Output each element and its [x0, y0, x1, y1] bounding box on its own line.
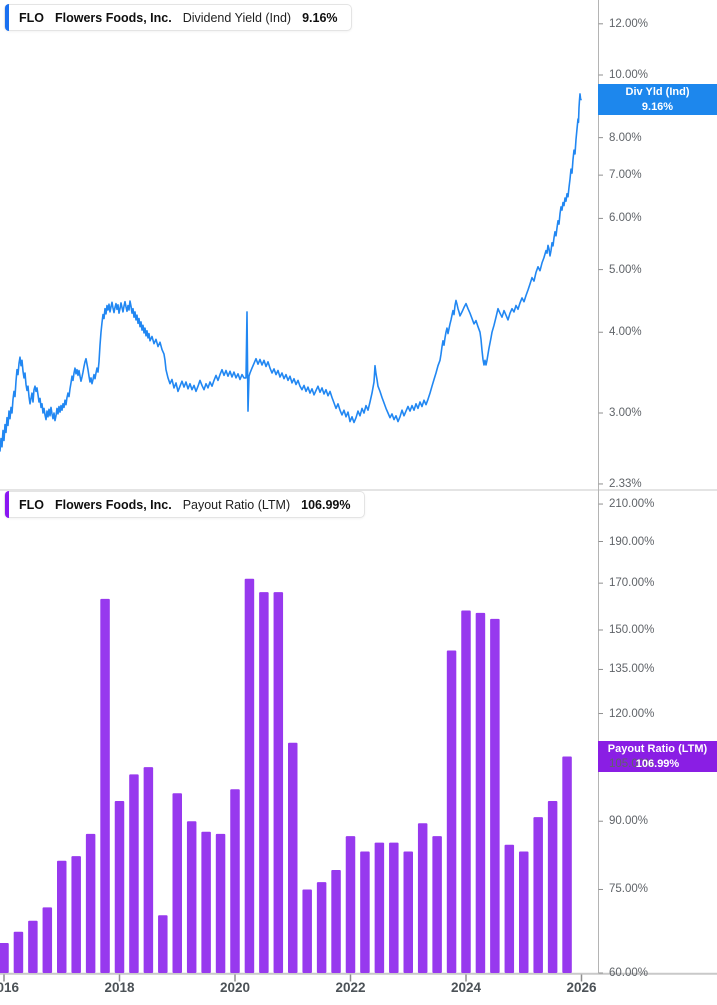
y-axis-tick-label-payout-ratio: 150.00%: [609, 624, 655, 636]
payout-ratio-bar[interactable]: [475, 612, 486, 973]
ticker-symbol: FLO: [19, 10, 44, 25]
company-name: Flowers Foods, Inc.: [55, 497, 172, 512]
payout-ratio-bar[interactable]: [374, 842, 385, 973]
payout-ratio-bar[interactable]: [215, 833, 226, 973]
payout-ratio-bar[interactable]: [519, 851, 529, 974]
dividend-yield-line[interactable]: [0, 93, 582, 452]
payout-ratio-bar[interactable]: [129, 774, 139, 973]
payout-ratio-bar[interactable]: [259, 592, 269, 973]
x-axis-year-label: 2024: [450, 980, 482, 995]
payout-ratio-bar[interactable]: [273, 592, 284, 973]
series-accent-bar-blue: [5, 4, 9, 31]
payout-ratio-bar[interactable]: [172, 793, 183, 973]
x-axis-year-label: 2022: [335, 980, 366, 995]
y-axis-tick-label-dividend-yield: 6.00%: [609, 212, 642, 225]
payout-ratio-bar[interactable]: [345, 836, 356, 973]
payout-ratio-bar[interactable]: [316, 882, 327, 973]
y-axis-tick-label-payout-ratio: 210.00%: [609, 498, 655, 511]
metric-label: Dividend Yield (Ind): [182, 10, 292, 25]
legend-payout-ratio[interactable]: FLO Flowers Foods, Inc. Payout Ratio (LT…: [4, 491, 365, 518]
payout-ratio-bar[interactable]: [13, 931, 24, 973]
y-axis-tick-label-payout-ratio: 60.00%: [609, 967, 649, 979]
payout-ratio-bar[interactable]: [143, 767, 154, 973]
company-name: Flowers Foods, Inc.: [55, 10, 172, 25]
payout-ratio-bar[interactable]: [42, 907, 53, 973]
y-axis-tick-label-payout-ratio: 105.00%: [609, 757, 655, 770]
payout-ratio-bar[interactable]: [244, 578, 255, 973]
payout-ratio-bar[interactable]: [461, 610, 471, 974]
payout-ratio-bar[interactable]: [302, 889, 312, 974]
payout-ratio-bar[interactable]: [201, 831, 211, 973]
badge-metric-label: Div Yld (Ind): [625, 86, 690, 99]
x-axis-year-label: 2020: [219, 980, 251, 995]
payout-ratio-bar[interactable]: [360, 851, 370, 974]
x-axis-year-label: 2016: [0, 980, 20, 995]
last-value-badge-payout-ratio: [598, 741, 717, 772]
last-value-badge-dividend-yield: [598, 84, 717, 116]
y-axis-tick-label-dividend-yield: 7.00%: [609, 169, 642, 182]
y-axis-tick-label-dividend-yield: 5.00%: [609, 263, 642, 276]
y-axis-tick-label-dividend-yield: 3.00%: [609, 407, 642, 419]
badge-metric-label: Payout Ratio (LTM): [607, 743, 708, 755]
y-axis-tick-label-payout-ratio: 75.00%: [609, 883, 649, 896]
badge-metric-value: 9.16%: [641, 101, 674, 114]
payout-ratio-bar[interactable]: [403, 851, 414, 974]
payout-ratio-bar[interactable]: [533, 817, 543, 973]
payout-ratio-bar[interactable]: [490, 618, 500, 973]
series-accent-bar-purple: [5, 491, 9, 518]
payout-ratio-bar[interactable]: [417, 823, 428, 973]
payout-ratio-bar[interactable]: [230, 789, 240, 973]
payout-ratio-bar[interactable]: [158, 915, 168, 973]
y-axis-tick-label-dividend-yield: 4.00%: [609, 326, 642, 339]
payout-ratio-bar[interactable]: [547, 801, 558, 973]
legend-dividend-yield[interactable]: FLO Flowers Foods, Inc. Dividend Yield (…: [4, 4, 352, 31]
payout-ratio-bar[interactable]: [504, 844, 515, 973]
y-axis-tick-label-dividend-yield: 10.00%: [609, 69, 649, 81]
payout-ratio-bar[interactable]: [446, 650, 457, 974]
y-axis-tick-label-dividend-yield: 12.00%: [609, 17, 649, 30]
payout-ratio-bar[interactable]: [0, 943, 9, 973]
payout-ratio-bar[interactable]: [100, 598, 110, 973]
y-axis-tick-label-payout-ratio: 90.00%: [609, 815, 649, 828]
y-axis-tick-label-payout-ratio: 190.00%: [609, 535, 655, 548]
payout-ratio-bar[interactable]: [562, 756, 572, 974]
metric-value: 9.16%: [302, 10, 338, 25]
y-axis-tick-label-dividend-yield: 8.00%: [609, 131, 642, 144]
x-axis-year-label: 2026: [566, 980, 597, 995]
payout-ratio-bar[interactable]: [57, 860, 67, 973]
last-value-badge-text: Payout Ratio (LTM) 106.99%: [598, 741, 717, 772]
y-axis-tick-label-payout-ratio: 170.00%: [609, 577, 655, 590]
ticker-symbol: FLO: [19, 497, 44, 512]
y-axis-tick-label-payout-ratio: 120.00%: [609, 707, 655, 720]
payout-ratio-bar[interactable]: [71, 856, 81, 973]
payout-ratio-bar[interactable]: [114, 801, 125, 973]
payout-ratio-bar[interactable]: [432, 836, 442, 973]
badge-metric-value: 106.99%: [635, 758, 680, 770]
payout-ratio-bar[interactable]: [186, 821, 197, 973]
payout-ratio-bar[interactable]: [85, 833, 96, 973]
y-axis-tick-label-dividend-yield: 2.33%: [609, 477, 642, 490]
payout-ratio-bar[interactable]: [288, 742, 298, 973]
payout-ratio-bar[interactable]: [28, 920, 38, 973]
x-axis-year-label: 2018: [104, 980, 135, 995]
metric-value: 106.99%: [301, 497, 351, 512]
y-axis-tick-label-payout-ratio: 135.00%: [609, 663, 655, 676]
metric-label: Payout Ratio (LTM): [182, 497, 291, 512]
last-value-badge-text: Div Yld (Ind) 9.16%: [598, 84, 717, 115]
payout-ratio-bar[interactable]: [389, 842, 399, 973]
payout-ratio-bar[interactable]: [331, 870, 341, 973]
